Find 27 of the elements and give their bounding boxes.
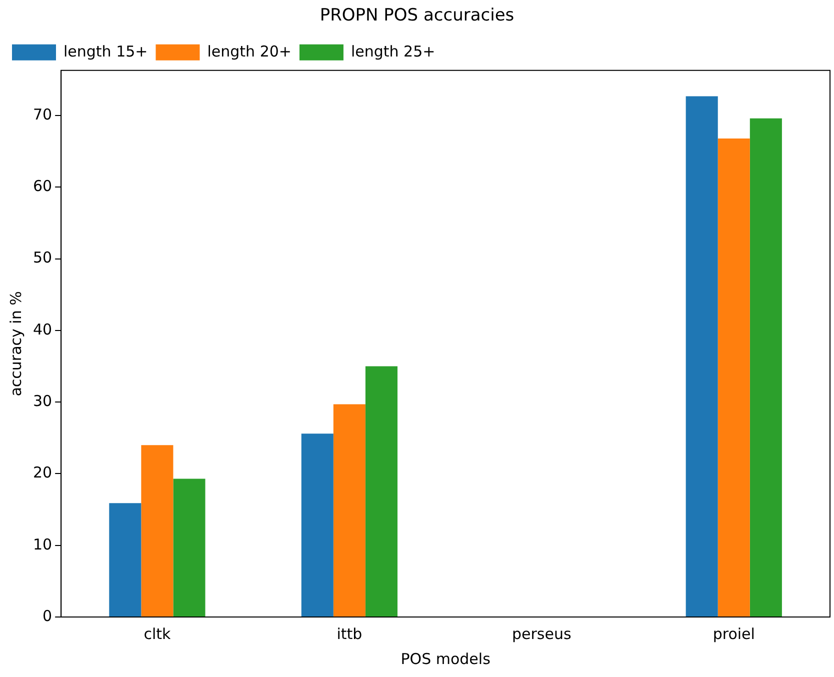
- y-tick-label: 50: [32, 248, 52, 267]
- bar: [333, 404, 366, 616]
- bar: [365, 366, 398, 616]
- y-tick-label: 30: [32, 392, 52, 410]
- y-tick-label: 20: [32, 464, 52, 482]
- x-tick-label: ittb: [336, 624, 362, 643]
- bar: [750, 118, 782, 616]
- x-tick-label: perseus: [512, 624, 572, 643]
- bar: [718, 138, 750, 616]
- bar: [141, 445, 174, 616]
- y-tick-label: 10: [32, 535, 52, 554]
- x-axis-title: POS models: [400, 650, 491, 668]
- chart-title: PROPN POS accuracies: [320, 6, 514, 26]
- legend-label: length 25+: [350, 42, 436, 60]
- y-tick-label: 0: [42, 606, 52, 625]
- y-tick-label: 40: [32, 320, 52, 338]
- y-tick-label: 70: [32, 105, 52, 124]
- bar: [173, 478, 206, 616]
- bar: [109, 503, 142, 616]
- x-tick-label: proiel: [712, 624, 755, 643]
- x-tick-label: cltk: [144, 624, 172, 643]
- legend-label: length 20+: [207, 42, 292, 60]
- bar: [686, 96, 718, 616]
- y-axis-title: accuracy in %: [6, 291, 25, 396]
- bar: [301, 434, 334, 616]
- legend-label: length 15+: [64, 42, 148, 60]
- y-tick-label: 60: [32, 177, 52, 196]
